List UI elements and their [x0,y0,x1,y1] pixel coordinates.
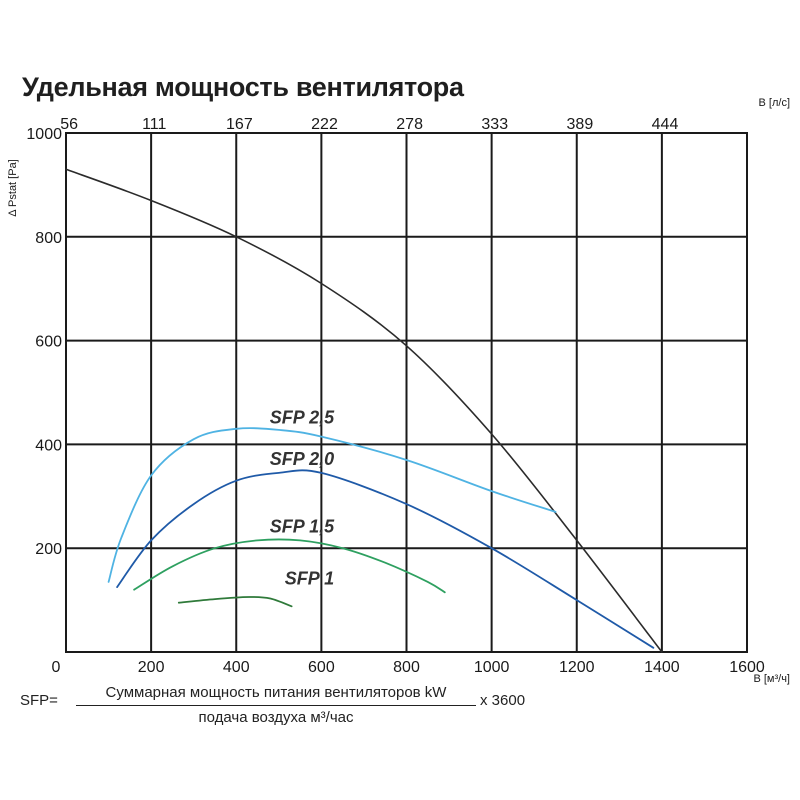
chart-title: Удельная мощность вентилятора [22,72,464,102]
sfp20-curve [116,469,655,649]
y-tick-label: 600 [35,334,62,351]
sfp1-curve [177,596,293,608]
x-tick-label: 1200 [559,659,595,676]
sfp20-label: SFP 2,0 [270,449,334,469]
sfp1-label: SFP 1 [285,569,334,589]
fan-curve [65,168,663,653]
sfp25-curve [107,427,557,583]
x-tick-label: 1000 [474,659,510,676]
y-tick-label: 1000 [26,126,62,143]
x-tick-label: 800 [393,659,420,676]
x2-tick-label: 222 [311,116,338,133]
x2-tick-label: 111 [142,116,166,133]
x-tick-label: 200 [138,659,165,676]
y-tick-label: 800 [35,230,62,247]
x-tick-label: 400 [223,659,250,676]
x2-tick-label: 333 [481,116,508,133]
sfp15-curve [133,538,446,594]
x-tick-label: 1400 [644,659,680,676]
x-tick-label: 600 [308,659,335,676]
x2-axis-label: B [л/с] [759,97,790,109]
sfp25-label: SFP 2,5 [270,408,335,428]
sfp-formula: SFP= Суммарная мощность питания вентилят… [20,684,580,744]
y-tick-label: 200 [35,541,62,558]
series-labels: SFP 2,5 SFP 2,0 SFP 1,5 SFP 1 [270,408,335,589]
formula-fraction-bar [76,705,476,706]
x-axis-label: B [м³/ч] [753,673,790,685]
formula-denominator: подача воздуха м³/час [198,709,354,726]
x-axis-ticks: 0 200 400 600 800 1000 1200 1400 1600 [52,659,765,676]
y-axis-label: Δ Pstat [Pa] [7,159,19,217]
x2-tick-label: 444 [652,116,679,133]
curves [65,168,663,653]
x2-tick-label: 278 [396,116,423,133]
x-tick-label: 1600 [729,659,765,676]
x2-tick-label: 167 [226,116,253,133]
sfp15-label: SFP 1,5 [270,517,335,537]
y-axis-ticks: 200 400 600 800 1000 [26,126,62,558]
grid-lines [66,133,747,652]
plot-frame [65,132,748,653]
x-tick-label: 0 [52,659,61,676]
formula-multiplier: x 3600 [480,692,526,709]
x2-tick-label: 56 [60,116,78,133]
y-tick-label: 400 [35,437,62,454]
x2-axis-ticks: 56 111 167 222 278 333 389 444 [60,116,678,133]
formula-numerator: Суммарная мощность питания вентиляторов … [105,684,447,701]
x2-tick-label: 389 [567,116,594,133]
formula-lhs: SFP= [20,692,58,709]
